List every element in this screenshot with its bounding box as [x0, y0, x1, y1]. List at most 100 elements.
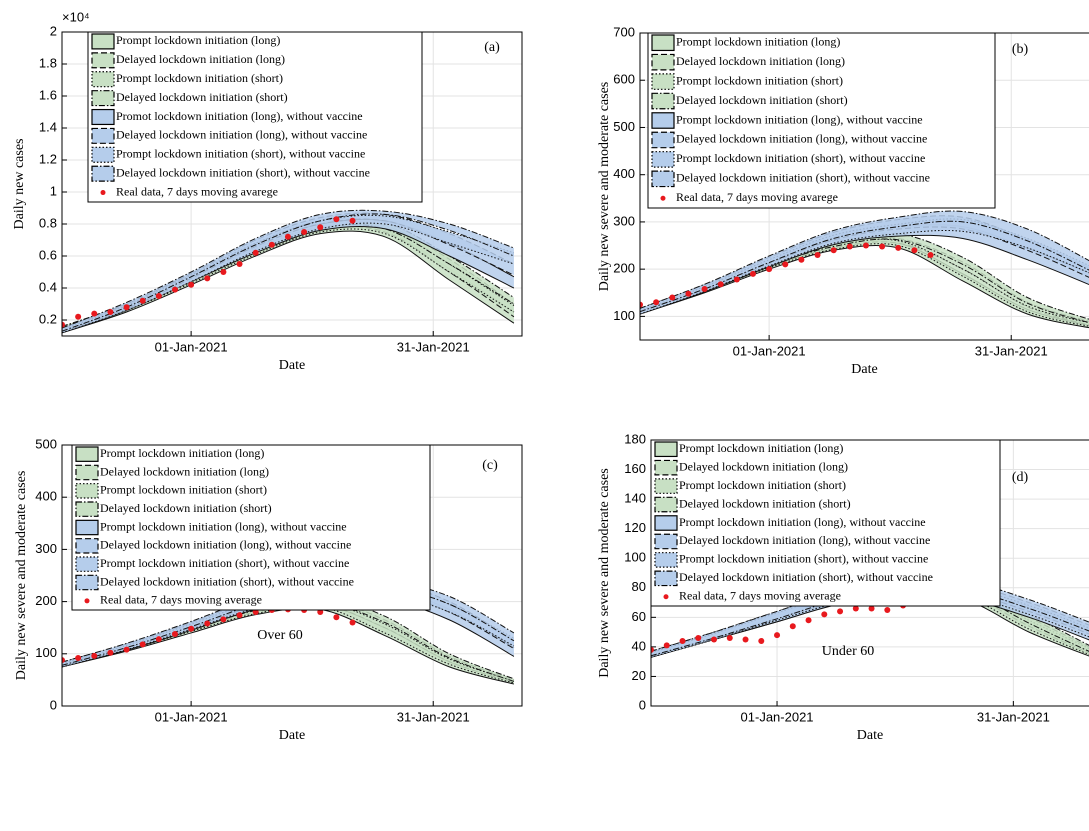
data-point	[252, 609, 259, 616]
y-tick-label: 2	[50, 23, 57, 38]
legend-label: Delayed lockdown initiation (long), with…	[679, 533, 930, 547]
legend-swatch	[75, 483, 99, 499]
legend-label: Prompt lockdown initiation (short)	[116, 71, 283, 85]
legend-swatch	[75, 446, 99, 462]
y-tick-label: 160	[624, 461, 646, 476]
data-point	[695, 635, 702, 642]
panel: 0.2 0.4 0.6 0.8 1 1.2 1.4 1.6 1.8 2 01-Jan-2021 31-…	[12, 9, 523, 373]
data-point	[139, 641, 146, 648]
legend-swatch	[651, 131, 675, 149]
y-tick-label: 600	[613, 72, 635, 87]
y-tick-label: 1.2	[39, 151, 57, 166]
data-point	[107, 309, 114, 315]
data-point	[107, 649, 114, 656]
data-point	[317, 224, 324, 231]
legend-swatch	[75, 574, 99, 591]
legend-box	[87, 31, 423, 203]
legend-label: Real data, 7 days moving avarege	[116, 184, 278, 198]
x-axis-label: Date	[279, 358, 305, 373]
data-point	[75, 313, 82, 320]
panel: 0 100 200 300 400 500 01-Jan-2021 31-Jan-2021 Pr…	[14, 436, 523, 743]
legend-swatch	[75, 538, 99, 554]
legend-label: Delayed lockdown initiation (long), with…	[100, 538, 351, 552]
legend-label: Real data, 7 days moving average	[679, 589, 841, 603]
band-edge	[651, 580, 1089, 652]
y-tick-label: 100	[35, 645, 57, 660]
y-axis-label: Daily new severe and moderate cases	[597, 468, 612, 678]
legend-label: Prompt lockdown initiation (short)	[100, 483, 267, 497]
legend-swatch	[651, 92, 675, 110]
data-point	[766, 266, 773, 273]
legend-swatch	[651, 170, 675, 188]
y-tick-label: 0.2	[39, 311, 57, 326]
data-point	[798, 256, 805, 263]
panel-label: (d)	[1012, 470, 1029, 485]
panel-label: (a)	[484, 40, 500, 55]
legend-swatch	[91, 71, 115, 88]
data-point	[349, 619, 356, 626]
data-point	[651, 646, 654, 653]
data-point	[789, 623, 796, 630]
y-tick-label: 500	[613, 119, 635, 134]
legend-label: Prompt lockdown initiation (short)	[679, 478, 846, 492]
panel-label: (c)	[482, 458, 498, 473]
data-point	[749, 270, 756, 277]
legend-swatch	[651, 112, 675, 129]
legend-label: Prompt lockdown initiation (short), with…	[116, 147, 365, 161]
data-point	[717, 281, 724, 288]
data-point	[742, 636, 749, 643]
data-point	[188, 281, 195, 288]
y-axis-label: Daily new cases	[12, 139, 27, 230]
data-point	[349, 217, 356, 224]
band-edge	[62, 213, 515, 332]
data-point	[220, 616, 227, 623]
data-point	[236, 612, 243, 619]
data-point	[171, 286, 178, 293]
x-tick-label: 01-Jan-2021	[733, 343, 806, 358]
legend-label: Real data, 7 days moving average	[100, 593, 262, 607]
y-tick-label: 1.4	[39, 119, 57, 134]
y-scale-label: ×10⁴	[62, 9, 90, 24]
data-point	[711, 636, 718, 643]
data-point	[171, 630, 178, 637]
data-point	[911, 247, 918, 254]
data-point	[333, 614, 340, 621]
data-point	[868, 605, 875, 612]
legend-swatch	[651, 34, 675, 52]
legend-label: Delayed lockdown initiation (short), wit…	[100, 574, 354, 588]
legend-label: Prompt lockdown initiation (long)	[676, 34, 840, 48]
y-tick-label: 0.8	[39, 215, 57, 230]
annotation: Under 60	[822, 644, 875, 659]
y-tick-label: 180	[624, 431, 646, 446]
y-tick-label: 300	[613, 213, 635, 228]
legend-label: Prompt lockdown initiation (long), witho…	[100, 519, 347, 533]
data-point	[846, 243, 853, 250]
y-tick-label: 1.6	[39, 87, 57, 102]
data-point	[252, 249, 259, 256]
x-tick-label: 31-Jan-2021	[397, 339, 470, 354]
legend-label: Prompt lockdown initiation (long)	[100, 446, 264, 460]
data-point	[895, 244, 902, 251]
data-point	[220, 269, 227, 275]
data-point	[679, 637, 686, 644]
data-point	[653, 299, 660, 306]
legend-label: Promot lockdown initiation (long), witho…	[116, 109, 363, 123]
legend-swatch	[654, 478, 678, 494]
legend-swatch	[654, 441, 678, 458]
legend-label: Delayed lockdown initiation (long)	[679, 459, 848, 473]
band-edge	[651, 589, 1089, 657]
legend-swatch	[91, 108, 115, 126]
legend-swatch	[91, 165, 115, 182]
legend-label: Real data, 7 days moving avarege	[676, 190, 838, 204]
legend-label: Delayed lockdown initiation (short)	[676, 93, 848, 107]
x-tick-label: 31-Jan-2021	[397, 709, 470, 724]
y-tick-label: 40	[632, 638, 646, 653]
legend-swatch	[75, 519, 99, 536]
panel-label: (b)	[1012, 42, 1029, 57]
data-point	[830, 247, 837, 254]
legend-label: Prompt lockdown initiation (short), with…	[676, 151, 925, 165]
legend-label: Prompt lockdown initiation (long), witho…	[676, 112, 923, 126]
y-tick-label: 140	[624, 491, 646, 506]
